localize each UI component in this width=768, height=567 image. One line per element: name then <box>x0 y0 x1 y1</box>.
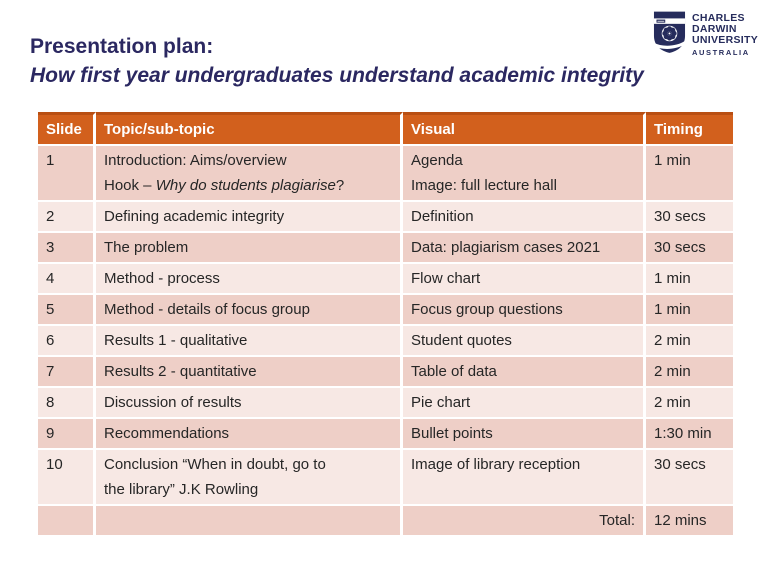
timing-cell: 1 min <box>646 264 733 295</box>
slide-number-cell: 4 <box>38 264 96 295</box>
visual-cell: Bullet points <box>403 419 646 450</box>
timing-cell: 30 secs <box>646 450 733 506</box>
total-value: 12 mins <box>646 506 733 537</box>
table-row: 4 Method - process Flow chart 1 min <box>38 264 733 295</box>
slide-title: Presentation plan: How first year underg… <box>30 32 644 90</box>
table-row: 8 Discussion of results Pie chart 2 min <box>38 388 733 419</box>
slide-number-cell: 7 <box>38 357 96 388</box>
topic-cell: Conclusion “When in doubt, go to the libr… <box>96 450 403 506</box>
table-row: 10 Conclusion “When in doubt, go to the li… <box>38 450 733 506</box>
slide-number-cell: 10 <box>38 450 96 506</box>
visual-cell: Definition <box>403 202 646 233</box>
total-label: Total: <box>403 506 646 537</box>
timing-cell: 2 min <box>646 388 733 419</box>
header-visual: Visual <box>403 112 646 146</box>
visual-cell: Flow chart <box>403 264 646 295</box>
visual-cell: Agenda Image: full lecture hall <box>403 146 646 202</box>
table-header-row: Slide Topic/sub-topic Visual Timing <box>38 112 733 146</box>
table-row: 2 Defining academic integrity Definition 30… <box>38 202 733 233</box>
slide-number-cell: 9 <box>38 419 96 450</box>
timing-cell: 1 min <box>646 295 733 326</box>
topic-cell: Method - process <box>96 264 403 295</box>
slide-number-cell: 2 <box>38 202 96 233</box>
table-row: 3 The problem Data: plagiarism cases 2021 3… <box>38 233 733 264</box>
topic-cell: Results 1 - qualitative <box>96 326 403 357</box>
header-topic: Topic/sub-topic <box>96 112 403 146</box>
timing-cell: 2 min <box>646 357 733 388</box>
visual-cell: Table of data <box>403 357 646 388</box>
topic-cell: The problem <box>96 233 403 264</box>
university-name-line2: DARWIN <box>691 23 737 35</box>
header-slide: Slide <box>38 112 96 146</box>
visual-cell: Student quotes <box>403 326 646 357</box>
topic-cell: Introduction: Aims/overview Hook – Why do… <box>96 146 403 202</box>
topic-cell: Discussion of results <box>96 388 403 419</box>
university-logo: CHARLES DARWIN UNIVERSITY AUSTRALIA <box>653 10 758 59</box>
visual-cell: Pie chart <box>403 388 646 419</box>
slide-title-line2: How first year undergraduates understand… <box>30 64 644 87</box>
total-row: Total: 12 mins <box>38 506 733 537</box>
slide-number-cell: 6 <box>38 326 96 357</box>
university-logo-text: CHARLES DARWIN UNIVERSITY AUSTRALIA <box>691 10 758 58</box>
university-name: CHARLES DARWIN UNIVERSITY <box>692 13 758 46</box>
table-body: 1 Introduction: Aims/overview Hook – Why d… <box>38 146 733 506</box>
table-row: 9 Recommendations Bullet points 1:30 min <box>38 419 733 450</box>
timing-cell: 30 secs <box>646 202 733 233</box>
header-timing: Timing <box>646 112 733 146</box>
total-empty-topic-cell <box>96 506 403 537</box>
university-country: AUSTRALIA <box>691 48 750 57</box>
topic-cell: Recommendations <box>96 419 403 450</box>
total-empty-slide-cell <box>38 506 96 537</box>
topic-cell: Method - details of focus group <box>96 295 403 326</box>
table-row: 6 Results 1 - qualitative Student quotes 2 … <box>38 326 733 357</box>
slide-number-cell: 8 <box>38 388 96 419</box>
slide-title-line1: Presentation plan: <box>30 35 214 58</box>
visual-cell: Image of library reception <box>403 450 646 506</box>
slide-number-cell: 5 <box>38 295 96 326</box>
presentation-plan-table: Slide Topic/sub-topic Visual Timing 1 Int… <box>38 112 733 537</box>
university-shield-icon <box>653 10 686 59</box>
visual-cell: Data: plagiarism cases 2021 <box>403 233 646 264</box>
table-row: 1 Introduction: Aims/overview Hook – Why d… <box>38 146 733 202</box>
timing-cell: 30 secs <box>646 233 733 264</box>
university-name-line1: CHARLES <box>691 12 745 24</box>
timing-cell: 2 min <box>646 326 733 357</box>
slide-number-cell: 3 <box>38 233 96 264</box>
timing-cell: 1:30 min <box>646 419 733 450</box>
visual-cell: Focus group questions <box>403 295 646 326</box>
topic-cell: Defining academic integrity <box>96 202 403 233</box>
topic-cell: Results 2 - quantitative <box>96 357 403 388</box>
table-row: 5 Method - details of focus group Focus gr… <box>38 295 733 326</box>
table-row: 7 Results 2 - quantitative Table of data 2 … <box>38 357 733 388</box>
university-name-line3: UNIVERSITY <box>691 34 758 46</box>
timing-cell: 1 min <box>646 146 733 202</box>
slide-number-cell: 1 <box>38 146 96 202</box>
